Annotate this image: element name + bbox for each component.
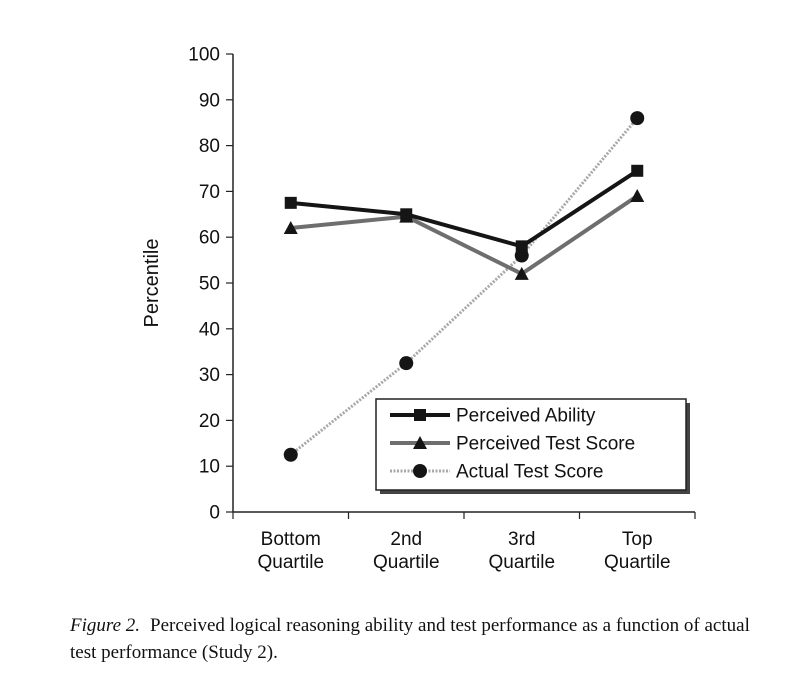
y-axis-title: Percentile bbox=[141, 239, 163, 328]
x-tick-label: 2nd bbox=[390, 529, 422, 550]
data-point bbox=[399, 356, 414, 371]
x-tick-label: Quartile bbox=[373, 552, 440, 573]
x-tick-label: Top bbox=[622, 529, 653, 550]
legend-label: Perceived Ability bbox=[456, 406, 596, 427]
legend-label: Perceived Test Score bbox=[456, 434, 635, 455]
x-tick-label: Bottom bbox=[261, 529, 321, 550]
legend-swatch-marker bbox=[413, 464, 427, 478]
y-tick-label: 0 bbox=[209, 503, 220, 524]
figure-caption: Figure 2. Perceived logical reasoning abi… bbox=[70, 612, 780, 666]
x-tick-label: Quartile bbox=[257, 552, 324, 573]
y-tick-label: 60 bbox=[199, 228, 220, 249]
y-tick-label: 50 bbox=[199, 274, 220, 295]
y-tick-label: 100 bbox=[188, 45, 220, 66]
x-tick-label: Quartile bbox=[604, 552, 671, 573]
data-point bbox=[283, 221, 298, 235]
data-point bbox=[631, 164, 644, 177]
data-point bbox=[630, 111, 645, 126]
series-line-1 bbox=[290, 194, 639, 276]
data-point bbox=[283, 447, 298, 462]
caption-text: Perceived logical reasoning ability and … bbox=[70, 615, 750, 663]
y-tick-label: 40 bbox=[199, 319, 220, 340]
data-point bbox=[514, 266, 529, 280]
series-line-2 bbox=[289, 117, 639, 456]
y-tick-label: 90 bbox=[199, 90, 220, 111]
y-tick-label: 80 bbox=[199, 136, 220, 157]
data-point bbox=[400, 208, 413, 221]
x-tick-label: Quartile bbox=[488, 552, 555, 573]
series-line-0 bbox=[290, 169, 639, 249]
y-tick-label: 30 bbox=[199, 365, 220, 386]
caption-label: Figure 2. bbox=[70, 615, 141, 636]
data-point bbox=[284, 196, 297, 209]
data-point bbox=[515, 240, 528, 253]
y-tick-label: 70 bbox=[199, 182, 220, 203]
legend-swatch-marker bbox=[414, 409, 426, 421]
y-tick-label: 20 bbox=[199, 411, 220, 432]
y-tick-label: 10 bbox=[199, 457, 220, 478]
x-tick-label: 3rd bbox=[508, 529, 535, 550]
chart: 0102030405060708090100BottomQuartile2ndQ… bbox=[141, 45, 696, 573]
legend-label: Actual Test Score bbox=[456, 462, 604, 483]
legend-swatch-marker bbox=[413, 436, 427, 449]
data-point bbox=[630, 188, 645, 202]
